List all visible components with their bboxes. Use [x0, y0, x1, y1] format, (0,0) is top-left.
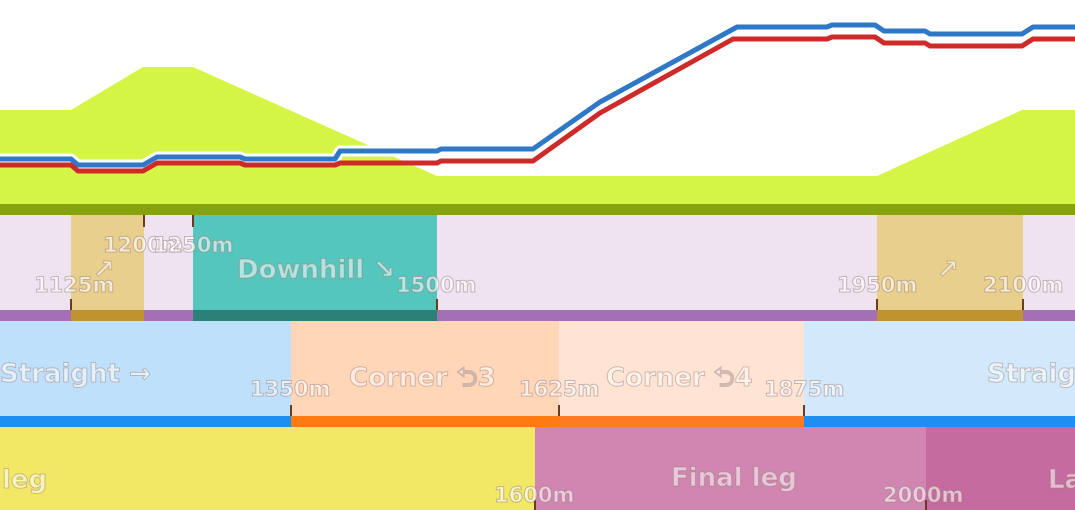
distance-marker: 1350m	[249, 377, 331, 402]
distance-tick	[290, 405, 292, 416]
corner-segment-3[interactable]: Corner ⮌3	[291, 321, 559, 427]
straight-label: Straight →	[987, 359, 1075, 390]
distance-tick	[558, 405, 560, 416]
distance-tick	[534, 500, 536, 510]
terrain-baseline	[0, 204, 1075, 215]
distance-marker: 1950m	[836, 273, 918, 298]
distance-marker: 1625m	[518, 377, 600, 402]
distance-marker: 1600m	[493, 483, 575, 508]
corner-track: Straight → Corner ⮌3 Corner ⮌4 Straight …	[0, 321, 1075, 427]
climb-arrow-icon: ↗	[937, 255, 960, 286]
corner-segment-straight[interactable]: Straight →	[0, 321, 291, 427]
gradient-segment-base	[877, 310, 1023, 321]
terrain-area	[0, 67, 1075, 204]
distance-marker: 1250m	[152, 233, 234, 258]
gradient-segment-base	[71, 310, 144, 321]
corner-segment-base	[291, 416, 559, 427]
speed-line-blue	[0, 22, 1075, 168]
gradient-track: ↗ Downhill ↘ ↗ 1125m 1200m 1250m 1500m 1…	[0, 215, 1075, 321]
distance-marker: 1500m	[395, 273, 477, 298]
distance-tick	[192, 215, 194, 227]
downhill-label: Downhill ↘	[236, 255, 396, 286]
leg-segment-opening[interactable]: Opening leg	[0, 427, 535, 510]
gradient-segment-climb[interactable]: ↗	[71, 215, 144, 321]
distance-marker: 1125m	[33, 273, 115, 298]
leg-segment-final[interactable]: Final leg	[535, 427, 926, 510]
distance-tick	[143, 215, 145, 227]
distance-tick	[1022, 299, 1024, 310]
distance-marker: 2100m	[982, 273, 1064, 298]
leg-track: Opening leg Final leg Last spurt 1600m 2…	[0, 427, 1075, 510]
distance-tick	[436, 299, 438, 310]
corner-segment-base	[0, 416, 291, 427]
corner-segment-straight[interactable]: Straight →	[804, 321, 1075, 427]
straight-label: Straight →	[0, 359, 151, 390]
corner-4-label: Corner ⮌4	[606, 363, 754, 394]
final-leg-label: Final leg	[671, 463, 798, 494]
distance-tick	[803, 405, 805, 416]
climb-arrow-icon: ↗	[93, 255, 116, 286]
distance-marker: 1200m	[102, 233, 184, 258]
distance-tick	[925, 500, 927, 510]
gradient-segment-base	[193, 310, 437, 321]
distance-tick	[876, 299, 878, 310]
elevation-profile	[0, 19, 1075, 215]
distance-tick	[70, 299, 72, 310]
last-spurt-label: Last spurt	[1048, 465, 1075, 496]
gradient-segment-climb[interactable]: ↗	[877, 215, 1023, 321]
distance-marker: 2000m	[882, 483, 964, 508]
distance-marker: 1875m	[763, 377, 845, 402]
leg-segment-last-spurt[interactable]: Last spurt	[926, 427, 1075, 510]
opening-leg-label: Opening leg	[0, 465, 48, 496]
gradient-track-baseline	[0, 310, 1075, 321]
corner-segment-base	[804, 416, 1075, 427]
corner-3-label: Corner ⮌3	[349, 363, 497, 394]
corner-segment-4[interactable]: Corner ⮌4	[559, 321, 804, 427]
speed-line-red	[0, 34, 1075, 174]
corner-segment-base	[559, 416, 804, 427]
gradient-segment-downhill[interactable]: Downhill ↘	[193, 215, 437, 321]
